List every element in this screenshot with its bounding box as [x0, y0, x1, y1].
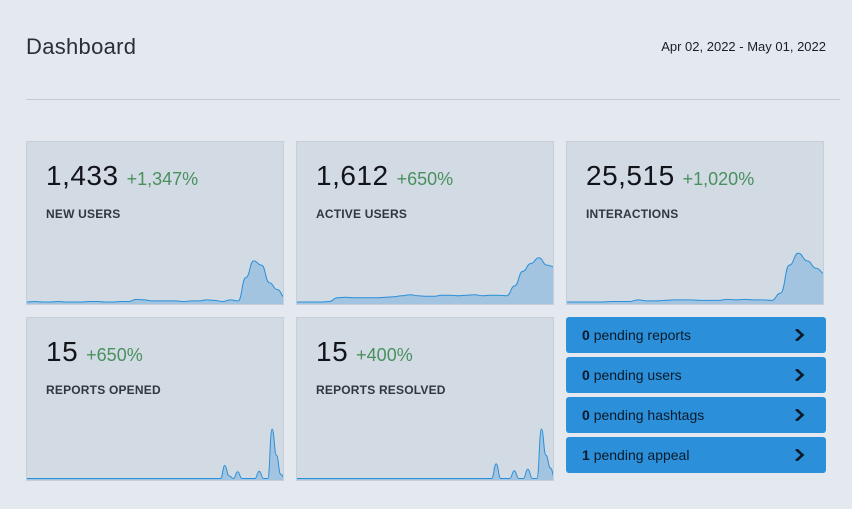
pending-count: 1 [582, 447, 590, 463]
chevron-right-icon [795, 449, 805, 461]
pending-users-button[interactable]: 0 pending users [566, 357, 826, 393]
date-range: Apr 02, 2022 - May 01, 2022 [661, 39, 826, 54]
pending-appeal-button[interactable]: 1 pending appeal [566, 437, 826, 473]
pending-count: 0 [582, 407, 590, 423]
metric-card-active-users: 1,612 +650% ACTIVE USERS [296, 141, 554, 305]
metric-label: REPORTS OPENED [46, 383, 161, 397]
sparkline-line [297, 428, 553, 479]
metric-value: 15 [46, 336, 79, 367]
metric-label: NEW USERS [46, 207, 121, 221]
pending-reports-button[interactable]: 0 pending reports [566, 317, 826, 353]
metric-change: +650% [396, 169, 454, 189]
pending-count: 0 [582, 367, 590, 383]
pending-label: pending appeal [593, 447, 690, 463]
metric-label: INTERACTIONS [586, 207, 679, 221]
metric-value: 25,515 [586, 160, 675, 191]
sparkline-chart [567, 252, 823, 304]
sparkline-chart [27, 428, 283, 480]
pending-label: pending users [593, 367, 682, 383]
sparkline-line [27, 428, 283, 480]
header-divider [26, 99, 840, 100]
sparkline-chart [27, 260, 283, 304]
chevron-right-icon [795, 409, 805, 421]
sparkline-area [27, 429, 283, 480]
metric-change: +1,347% [126, 169, 199, 189]
pending-hashtags-button[interactable]: 0 pending hashtags [566, 397, 826, 433]
dashboard-header: Dashboard Apr 02, 2022 - May 01, 2022 [26, 30, 826, 70]
metric-card-reports-opened: 15 +650% REPORTS OPENED [26, 317, 284, 481]
pending-label: pending reports [593, 327, 691, 343]
sparkline-line [567, 252, 823, 303]
metric-change: +400% [356, 345, 413, 365]
chevron-right-icon [795, 329, 805, 341]
pending-count: 0 [582, 327, 590, 343]
metric-card-interactions: 25,515 +1,020% INTERACTIONS [566, 141, 824, 305]
metric-change: +1,020% [682, 169, 755, 189]
metric-card-new-users: 1,433 +1,347% NEW USERS [26, 141, 284, 305]
sparkline-chart [297, 257, 553, 304]
metric-label: REPORTS RESOLVED [316, 383, 446, 397]
chevron-right-icon [795, 369, 805, 381]
metric-card-reports-resolved: 15 +400% REPORTS RESOLVED [296, 317, 554, 481]
metric-change: +650% [86, 345, 143, 365]
sparkline-area [297, 429, 553, 480]
sparkline-line [297, 257, 553, 303]
sparkline-line [27, 260, 283, 303]
page-title: Dashboard [26, 34, 137, 59]
metric-value: 15 [316, 336, 349, 367]
metric-label: ACTIVE USERS [316, 207, 408, 221]
metric-value: 1,433 [46, 160, 119, 191]
sparkline-area [27, 260, 283, 304]
sparkline-chart [297, 428, 553, 480]
pending-label: pending hashtags [593, 407, 705, 423]
metric-value: 1,612 [316, 160, 389, 191]
sparkline-area [567, 253, 823, 304]
sparkline-area [297, 257, 553, 304]
